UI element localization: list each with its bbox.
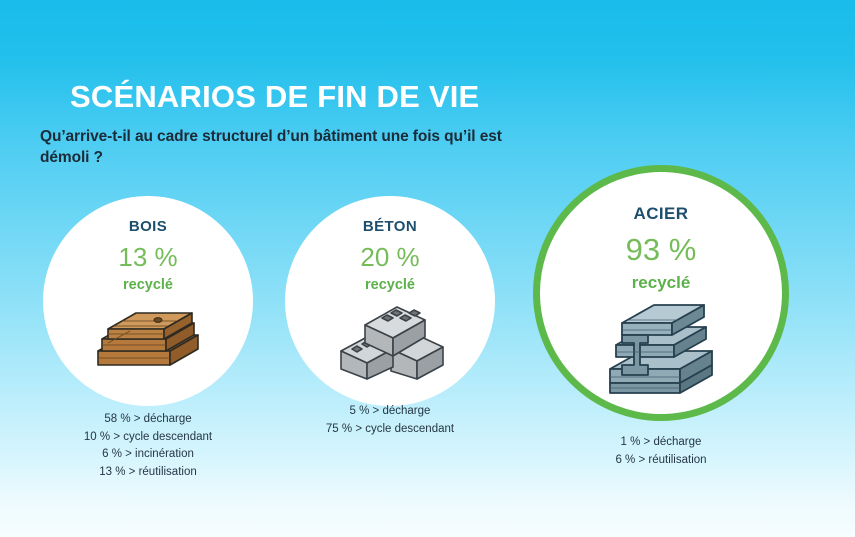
- breakdown-acier: 1 % > décharge 6 % > réutilisation: [551, 434, 771, 469]
- breakdown-item: 5 % > décharge: [349, 405, 431, 417]
- breakdown-item: 58 % > décharge: [104, 413, 192, 425]
- material-recycled-label-acier: recyclé: [631, 273, 691, 292]
- breakdown-item: 6 % > réutilisation: [615, 453, 707, 466]
- breakdown-bois: 58 % > décharge 10 % > cycle descendant …: [38, 411, 258, 481]
- breakdown-item: 1 % > décharge: [620, 436, 702, 448]
- page-title: SCÉNARIOS DE FIN DE VIE: [70, 79, 480, 114]
- steel-beams-icon: [600, 304, 722, 403]
- breakdown-item: 10 % > cycle descendant: [83, 430, 213, 443]
- material-circle-bois: BOIS 13 % recyclé: [43, 196, 253, 406]
- breakdown-beton: 5 % > décharge 75 % > cycle descendant: [280, 403, 500, 438]
- material-circle-acier: ACIER 93 % recyclé: [533, 165, 789, 421]
- breakdown-item: 13 % > réutilisation: [99, 465, 197, 478]
- material-circle-beton: BÉTON 20 % recyclé: [285, 196, 495, 406]
- material-percent-bois: 13 %: [118, 242, 178, 272]
- page-subtitle: Qu’arrive-t-il au cadre structurel d’un …: [40, 128, 502, 166]
- breakdown-item: 6 % > incinération: [102, 448, 194, 461]
- material-recycled-label-bois: recyclé: [123, 277, 173, 293]
- material-name-bois: BOIS: [128, 218, 168, 235]
- concrete-blocks-icon: [335, 305, 445, 381]
- breakdown-item: 75 % > cycle descendant: [325, 422, 455, 435]
- material-name-acier: ACIER: [633, 204, 689, 223]
- material-recycled-label-beton: recyclé: [365, 277, 415, 293]
- wood-planks-icon: [92, 309, 204, 381]
- material-name-beton: BÉTON: [362, 218, 418, 235]
- material-percent-acier: 93 %: [625, 232, 697, 267]
- material-percent-beton: 20 %: [360, 242, 420, 272]
- header: SCÉNARIOS DE FIN DE VIE Qu’arrive-t-il a…: [40, 79, 540, 168]
